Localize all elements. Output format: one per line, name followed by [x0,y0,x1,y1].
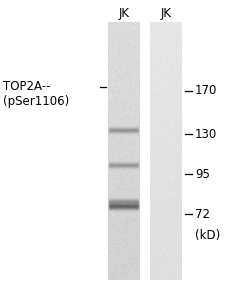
Text: (pSer1106): (pSer1106) [3,94,69,107]
Text: 170: 170 [195,85,217,98]
Text: 95: 95 [195,167,210,181]
Text: JK: JK [119,7,130,20]
Text: JK: JK [161,7,172,20]
Text: 130: 130 [195,128,217,140]
Text: (kD): (kD) [195,230,220,242]
Text: 72: 72 [195,208,210,220]
Text: TOP2A--: TOP2A-- [3,80,50,94]
